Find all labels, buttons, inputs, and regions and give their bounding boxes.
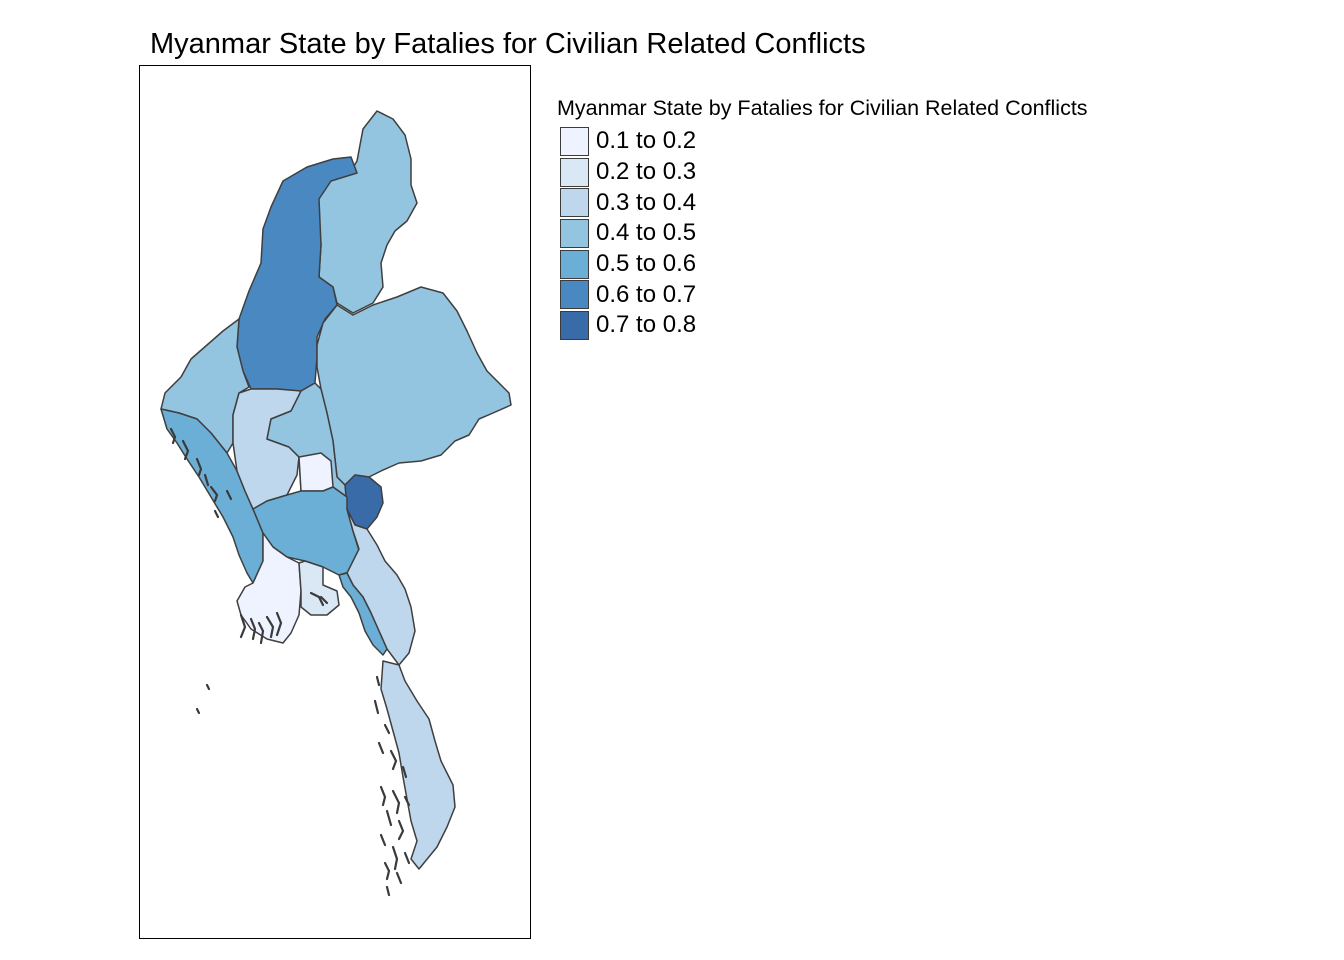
region-yangon[interactable]: [298, 560, 340, 616]
legend-item: 0.2 to 0.3: [560, 157, 1088, 188]
legend-label: 0.2 to 0.3: [596, 158, 697, 186]
legend-label: 0.7 to 0.8: [596, 311, 697, 339]
legend-swatch: [560, 310, 589, 340]
region-naypyitaw[interactable]: [298, 452, 334, 492]
legend-item: 0.6 to 0.7: [560, 279, 1088, 310]
region-ayeyarwady[interactable]: [236, 532, 302, 644]
legend-swatch: [560, 249, 589, 279]
map-panel: [139, 65, 531, 939]
legend-swatch: [560, 157, 589, 187]
region-tanintharyi[interactable]: [380, 660, 456, 870]
legend-label: 0.6 to 0.7: [596, 280, 697, 308]
legend-item: 0.7 to 0.8: [560, 310, 1088, 341]
region-kachin-east[interactable]: [316, 110, 418, 314]
legend-swatch: [560, 188, 589, 218]
legend-items: 0.1 to 0.2 0.2 to 0.3 0.3 to 0.4 0.4 to …: [560, 126, 1088, 341]
legend-label: 0.5 to 0.6: [596, 250, 697, 278]
legend-item: 0.5 to 0.6: [560, 249, 1088, 280]
legend-label: 0.1 to 0.2: [596, 127, 697, 155]
legend-title: Myanmar State by Fatalies for Civilian R…: [557, 96, 1088, 120]
region-mon[interactable]: [338, 572, 388, 656]
coastal-islands: [169, 427, 411, 897]
legend-label: 0.4 to 0.5: [596, 219, 697, 247]
legend-item: 0.4 to 0.5: [560, 218, 1088, 249]
map-title: Myanmar State by Fatalies for Civilian R…: [150, 28, 866, 60]
region-shan[interactable]: [316, 286, 512, 486]
legend-label: 0.3 to 0.4: [596, 188, 697, 216]
legend-swatch: [560, 126, 589, 156]
legend: Myanmar State by Fatalies for Civilian R…: [557, 95, 1088, 341]
legend-item: 0.3 to 0.4: [560, 187, 1088, 218]
legend-swatch: [560, 218, 589, 248]
legend-item: 0.1 to 0.2: [560, 126, 1088, 157]
myanmar-map: [160, 110, 512, 897]
legend-swatch: [560, 280, 589, 310]
